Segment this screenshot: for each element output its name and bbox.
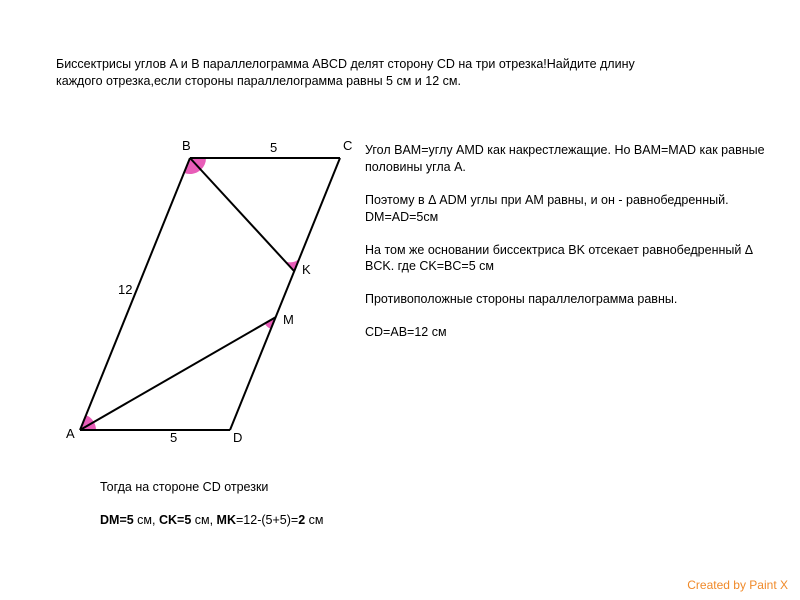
label-5-bottom: 5: [170, 430, 177, 445]
explanation: Угол BAM=углу AMD как накрестлежащие. Но…: [365, 142, 765, 357]
label-A: A: [66, 426, 75, 441]
label-M: M: [283, 312, 294, 327]
explain-p3: На том же основании биссектриса BK отсек…: [365, 242, 765, 276]
dm-label: DM=5: [100, 513, 134, 527]
problem-line1: Биссектрисы углов A и B параллелограмма …: [56, 57, 635, 71]
dm-rest: cм,: [134, 513, 159, 527]
mk-suffix: cм: [305, 513, 323, 527]
label-B: B: [182, 138, 191, 153]
explain-p1: Угол BAM=углу AMD как накрестлежащие. Но…: [365, 142, 765, 176]
problem-statement: Биссектрисы углов A и B параллелограмма …: [56, 56, 756, 90]
conclusion-lead: Тогда на стороне CD отрезки: [100, 478, 700, 497]
mk-label: MK: [217, 513, 236, 527]
conclusion: Тогда на стороне CD отрезки DM=5 cм, CK=…: [100, 478, 700, 544]
credit-watermark: Created by Paint X: [687, 578, 788, 592]
ck-label: CK=5: [159, 513, 191, 527]
explain-p2: Поэтому в Δ ADM углы при AM равны, и он …: [365, 192, 765, 226]
ck-rest: cм,: [191, 513, 216, 527]
explain-p5: CD=AB=12 cм: [365, 324, 765, 341]
problem-line2: каждого отрезка,если стороны параллелогр…: [56, 74, 461, 88]
label-D: D: [233, 430, 242, 445]
label-K: K: [302, 262, 311, 277]
conclusion-values: DM=5 cм, CK=5 cм, MK=12-(5+5)=2 cм: [100, 511, 700, 530]
mk-expr: =12-(5+5)=: [236, 513, 298, 527]
explain-p4: Противоположные стороны параллелограмма …: [365, 291, 765, 308]
label-5-top: 5: [270, 140, 277, 155]
label-C: C: [343, 138, 352, 153]
label-12: 12: [118, 282, 132, 297]
geometry-diagram: A B C D K M 5 5 12: [70, 140, 350, 460]
